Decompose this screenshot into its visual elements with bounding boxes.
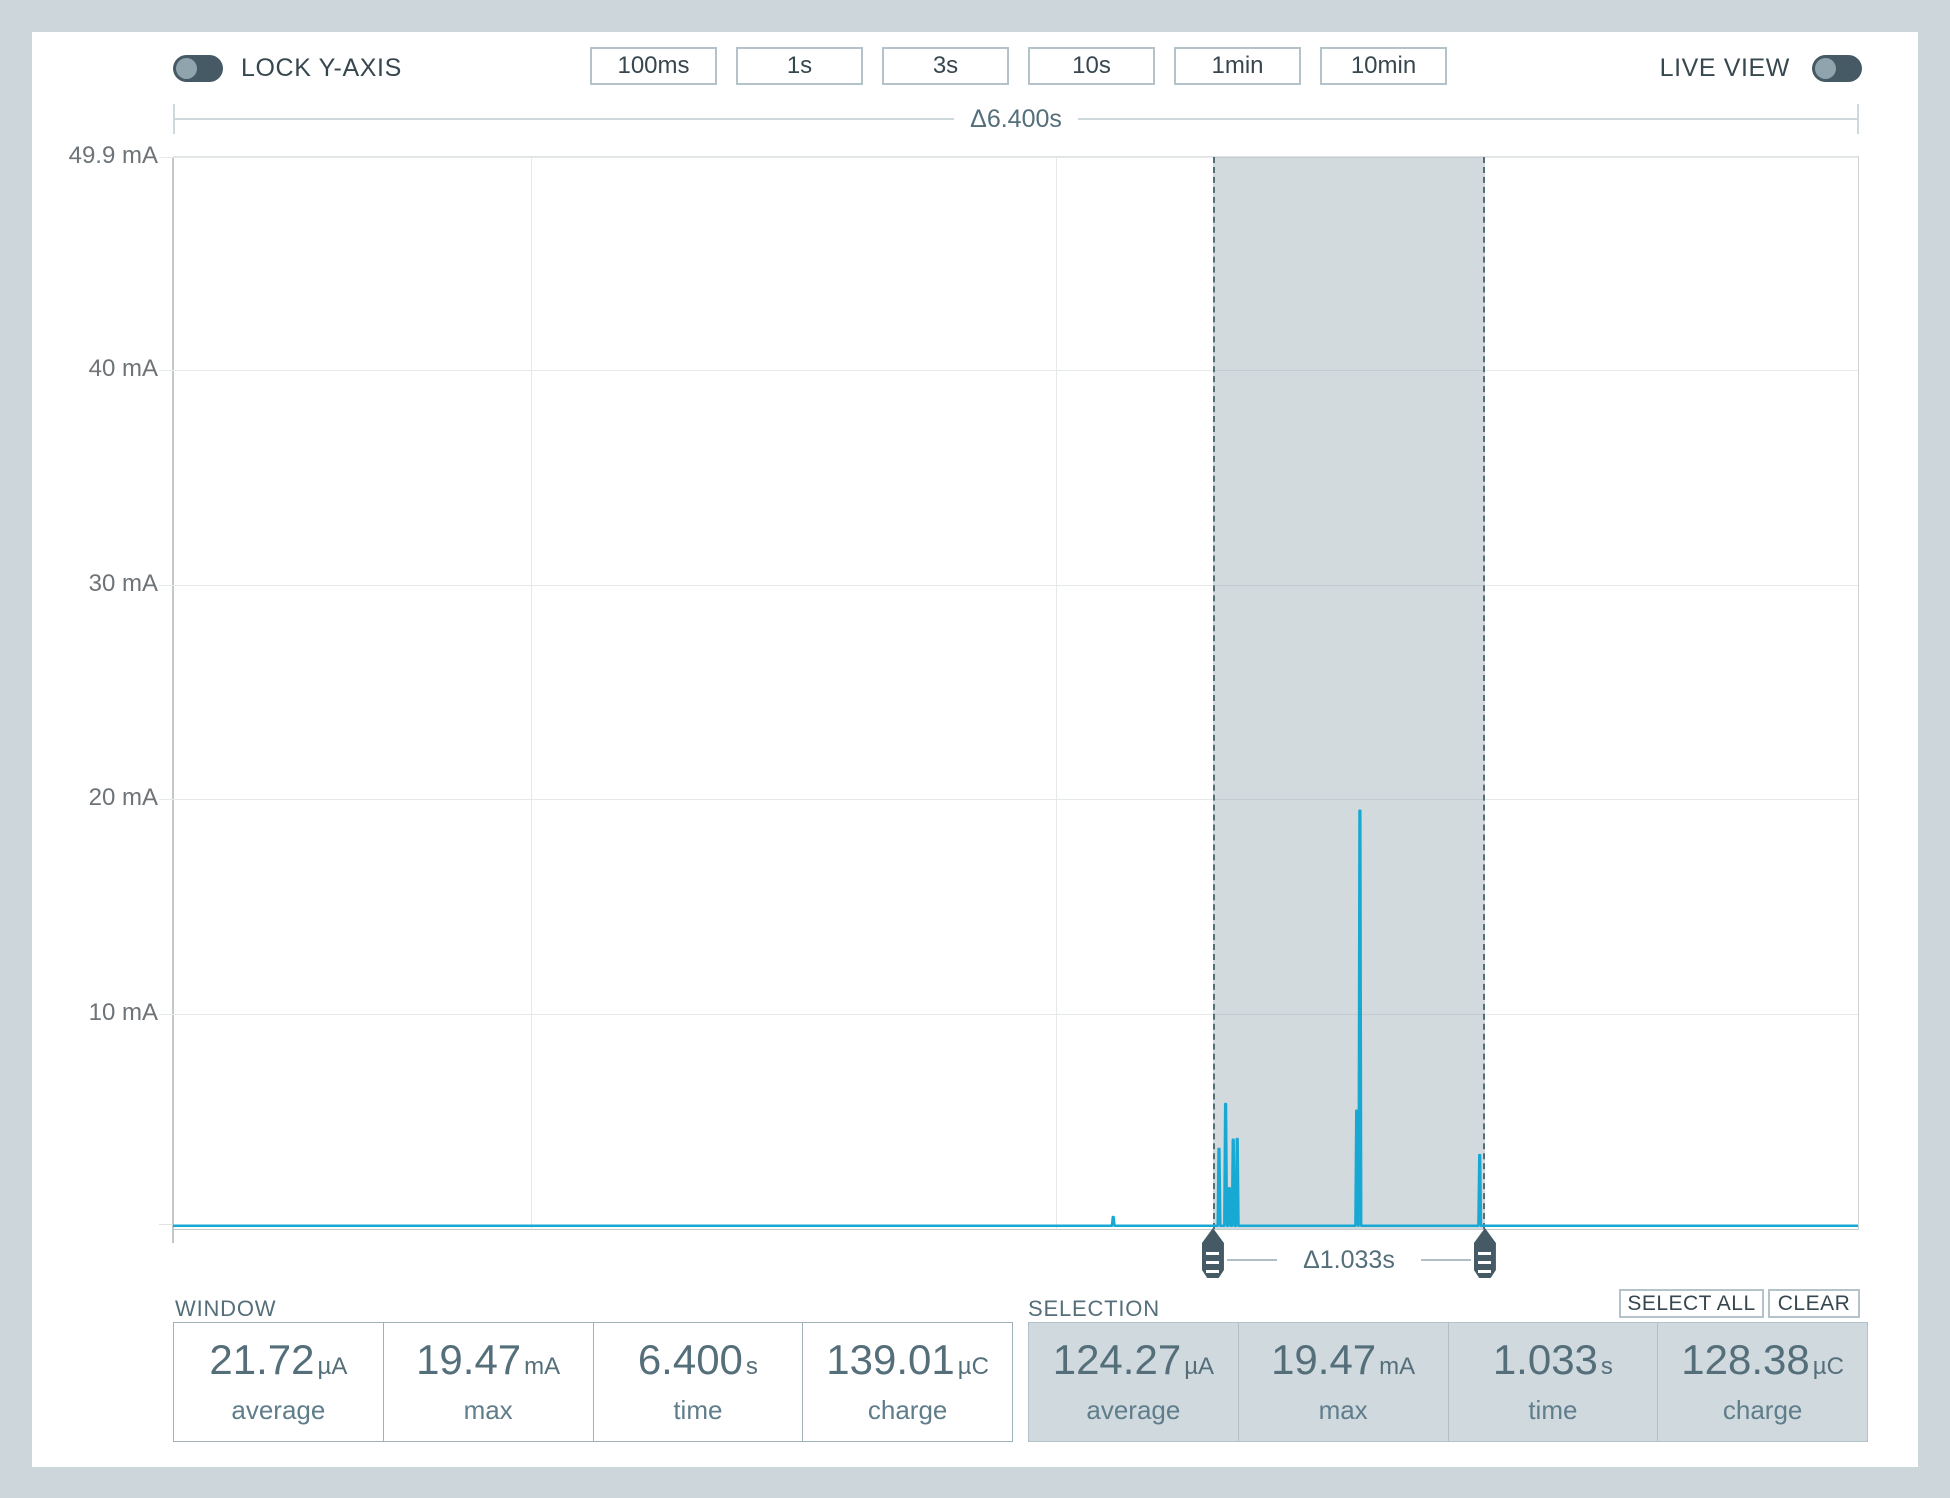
zoom-button-1s[interactable]: 1s — [736, 47, 863, 85]
window-time-value: 6.400 s — [637, 1335, 758, 1383]
gridline-h — [159, 1014, 1858, 1016]
gridline-h — [159, 157, 1858, 158]
selection-time-unit: s — [1600, 1352, 1613, 1380]
window-time-label: time — [673, 1394, 723, 1425]
toggle-knob-icon — [176, 58, 197, 79]
selection-average-unit: µA — [1184, 1352, 1215, 1380]
gridline-h — [159, 369, 1858, 371]
selection-charge-unit: µC — [1812, 1352, 1844, 1380]
window-max-unit: mA — [524, 1352, 561, 1380]
y-axis-tick-label: 20 mA — [88, 784, 158, 812]
selection-time-label: time — [1528, 1394, 1578, 1425]
current-trace-path — [173, 809, 1858, 1228]
window-average-unit: µA — [317, 1352, 348, 1380]
gridline-h — [159, 799, 1858, 801]
window-average-value: 21.72 µA — [209, 1335, 348, 1383]
window-delta-label: Δ6.400s — [970, 104, 1062, 133]
selection-charge-label: charge — [1722, 1394, 1803, 1425]
lock-y-axis-toggle[interactable] — [173, 55, 223, 82]
y-axis-line — [172, 157, 174, 1243]
selection-handle-left[interactable] — [1201, 1228, 1224, 1278]
zoom-button-100ms[interactable]: 100ms — [590, 47, 717, 85]
window-time-unit: s — [745, 1352, 758, 1380]
window-average-label: average — [231, 1394, 326, 1425]
selection-max-unit: mA — [1379, 1352, 1416, 1380]
window-stat-average: 21.72 µA average — [174, 1323, 384, 1441]
gridline-h — [159, 584, 1858, 586]
selection-delta-row: Δ1.033s — [1226, 1245, 1471, 1274]
grip-icon — [1478, 1252, 1492, 1273]
window-charge-value: 139.01 µC — [826, 1335, 989, 1383]
zoom-button-3s[interactable]: 3s — [882, 47, 1009, 85]
selection-region[interactable] — [1212, 157, 1485, 1229]
toggle-knob-icon — [1815, 58, 1836, 79]
selection-time-value: 1.033 s — [1492, 1335, 1613, 1383]
window-stats-panel: 21.72 µA average 19.47 mA max 6.400 s time 139.01… — [173, 1322, 1013, 1442]
window-delta-bracket: Δ6.400s — [173, 104, 1860, 134]
window-stat-charge: 139.01 µC charge — [803, 1323, 1012, 1441]
zoom-buttons: 100ms 1s 3s 10s 1min 10min — [590, 47, 1447, 85]
clear-button[interactable]: CLEAR — [1768, 1289, 1860, 1318]
live-view-toggle[interactable] — [1812, 55, 1862, 82]
zoom-button-10s[interactable]: 10s — [1028, 47, 1155, 85]
lock-y-axis-label: LOCK Y-AXIS — [241, 54, 402, 82]
selection-delta-label: Δ1.033s — [1303, 1245, 1395, 1274]
window-max-label: max — [463, 1394, 513, 1425]
selection-stat-charge: 128.38 µC charge — [1658, 1323, 1867, 1441]
selection-stat-max: 19.47 mA max — [1239, 1323, 1449, 1441]
selection-stat-average: 124.27 µA average — [1029, 1323, 1239, 1441]
zero-tick — [159, 1224, 173, 1225]
selection-section-title: SELECTION — [1028, 1296, 1160, 1321]
y-axis-tick-label: 49.9 mA — [68, 142, 158, 169]
window-stat-time: 6.400 s time — [594, 1323, 804, 1441]
selection-max-value: 19.47 mA — [1271, 1335, 1416, 1383]
selection-max-label: max — [1318, 1394, 1368, 1425]
selection-average-value: 124.27 µA — [1052, 1335, 1215, 1383]
bracket-right-tick — [1857, 104, 1860, 134]
gridline-v — [1055, 157, 1057, 1229]
selection-average-label: average — [1086, 1394, 1181, 1425]
grip-icon — [1206, 1252, 1220, 1273]
window-charge-unit: µC — [957, 1352, 989, 1380]
current-trace — [173, 809, 1858, 1228]
selection-stat-time: 1.033 s time — [1449, 1323, 1659, 1441]
main-panel: LOCK Y-AXIS 100ms 1s 3s 10s 1min 10min LIVE V… — [32, 32, 1918, 1467]
gridline-v — [530, 157, 532, 1229]
bracket-left-tick — [173, 104, 175, 134]
window-section-title: WINDOW — [175, 1296, 277, 1321]
selection-handle-right[interactable] — [1473, 1228, 1496, 1278]
zoom-button-1min[interactable]: 1min — [1174, 47, 1301, 85]
window-stat-max: 19.47 mA max — [384, 1323, 594, 1441]
selection-charge-value: 128.38 µC — [1681, 1335, 1844, 1383]
chart-area[interactable] — [159, 156, 1859, 1243]
select-all-button[interactable]: SELECT ALL — [1619, 1289, 1764, 1318]
zoom-button-10min[interactable]: 10min — [1320, 47, 1447, 85]
y-axis-tick-label: 10 mA — [88, 999, 158, 1027]
live-view-label: LIVE VIEW — [1659, 54, 1790, 82]
y-axis-tick-label: 40 mA — [88, 354, 158, 382]
window-max-value: 19.47 mA — [416, 1335, 561, 1383]
y-axis-tick-label: 30 mA — [88, 569, 158, 597]
window-charge-label: charge — [867, 1394, 948, 1425]
selection-stats-panel: 124.27 µA average 19.47 mA max 1.033 s time 128.3… — [1028, 1322, 1868, 1442]
